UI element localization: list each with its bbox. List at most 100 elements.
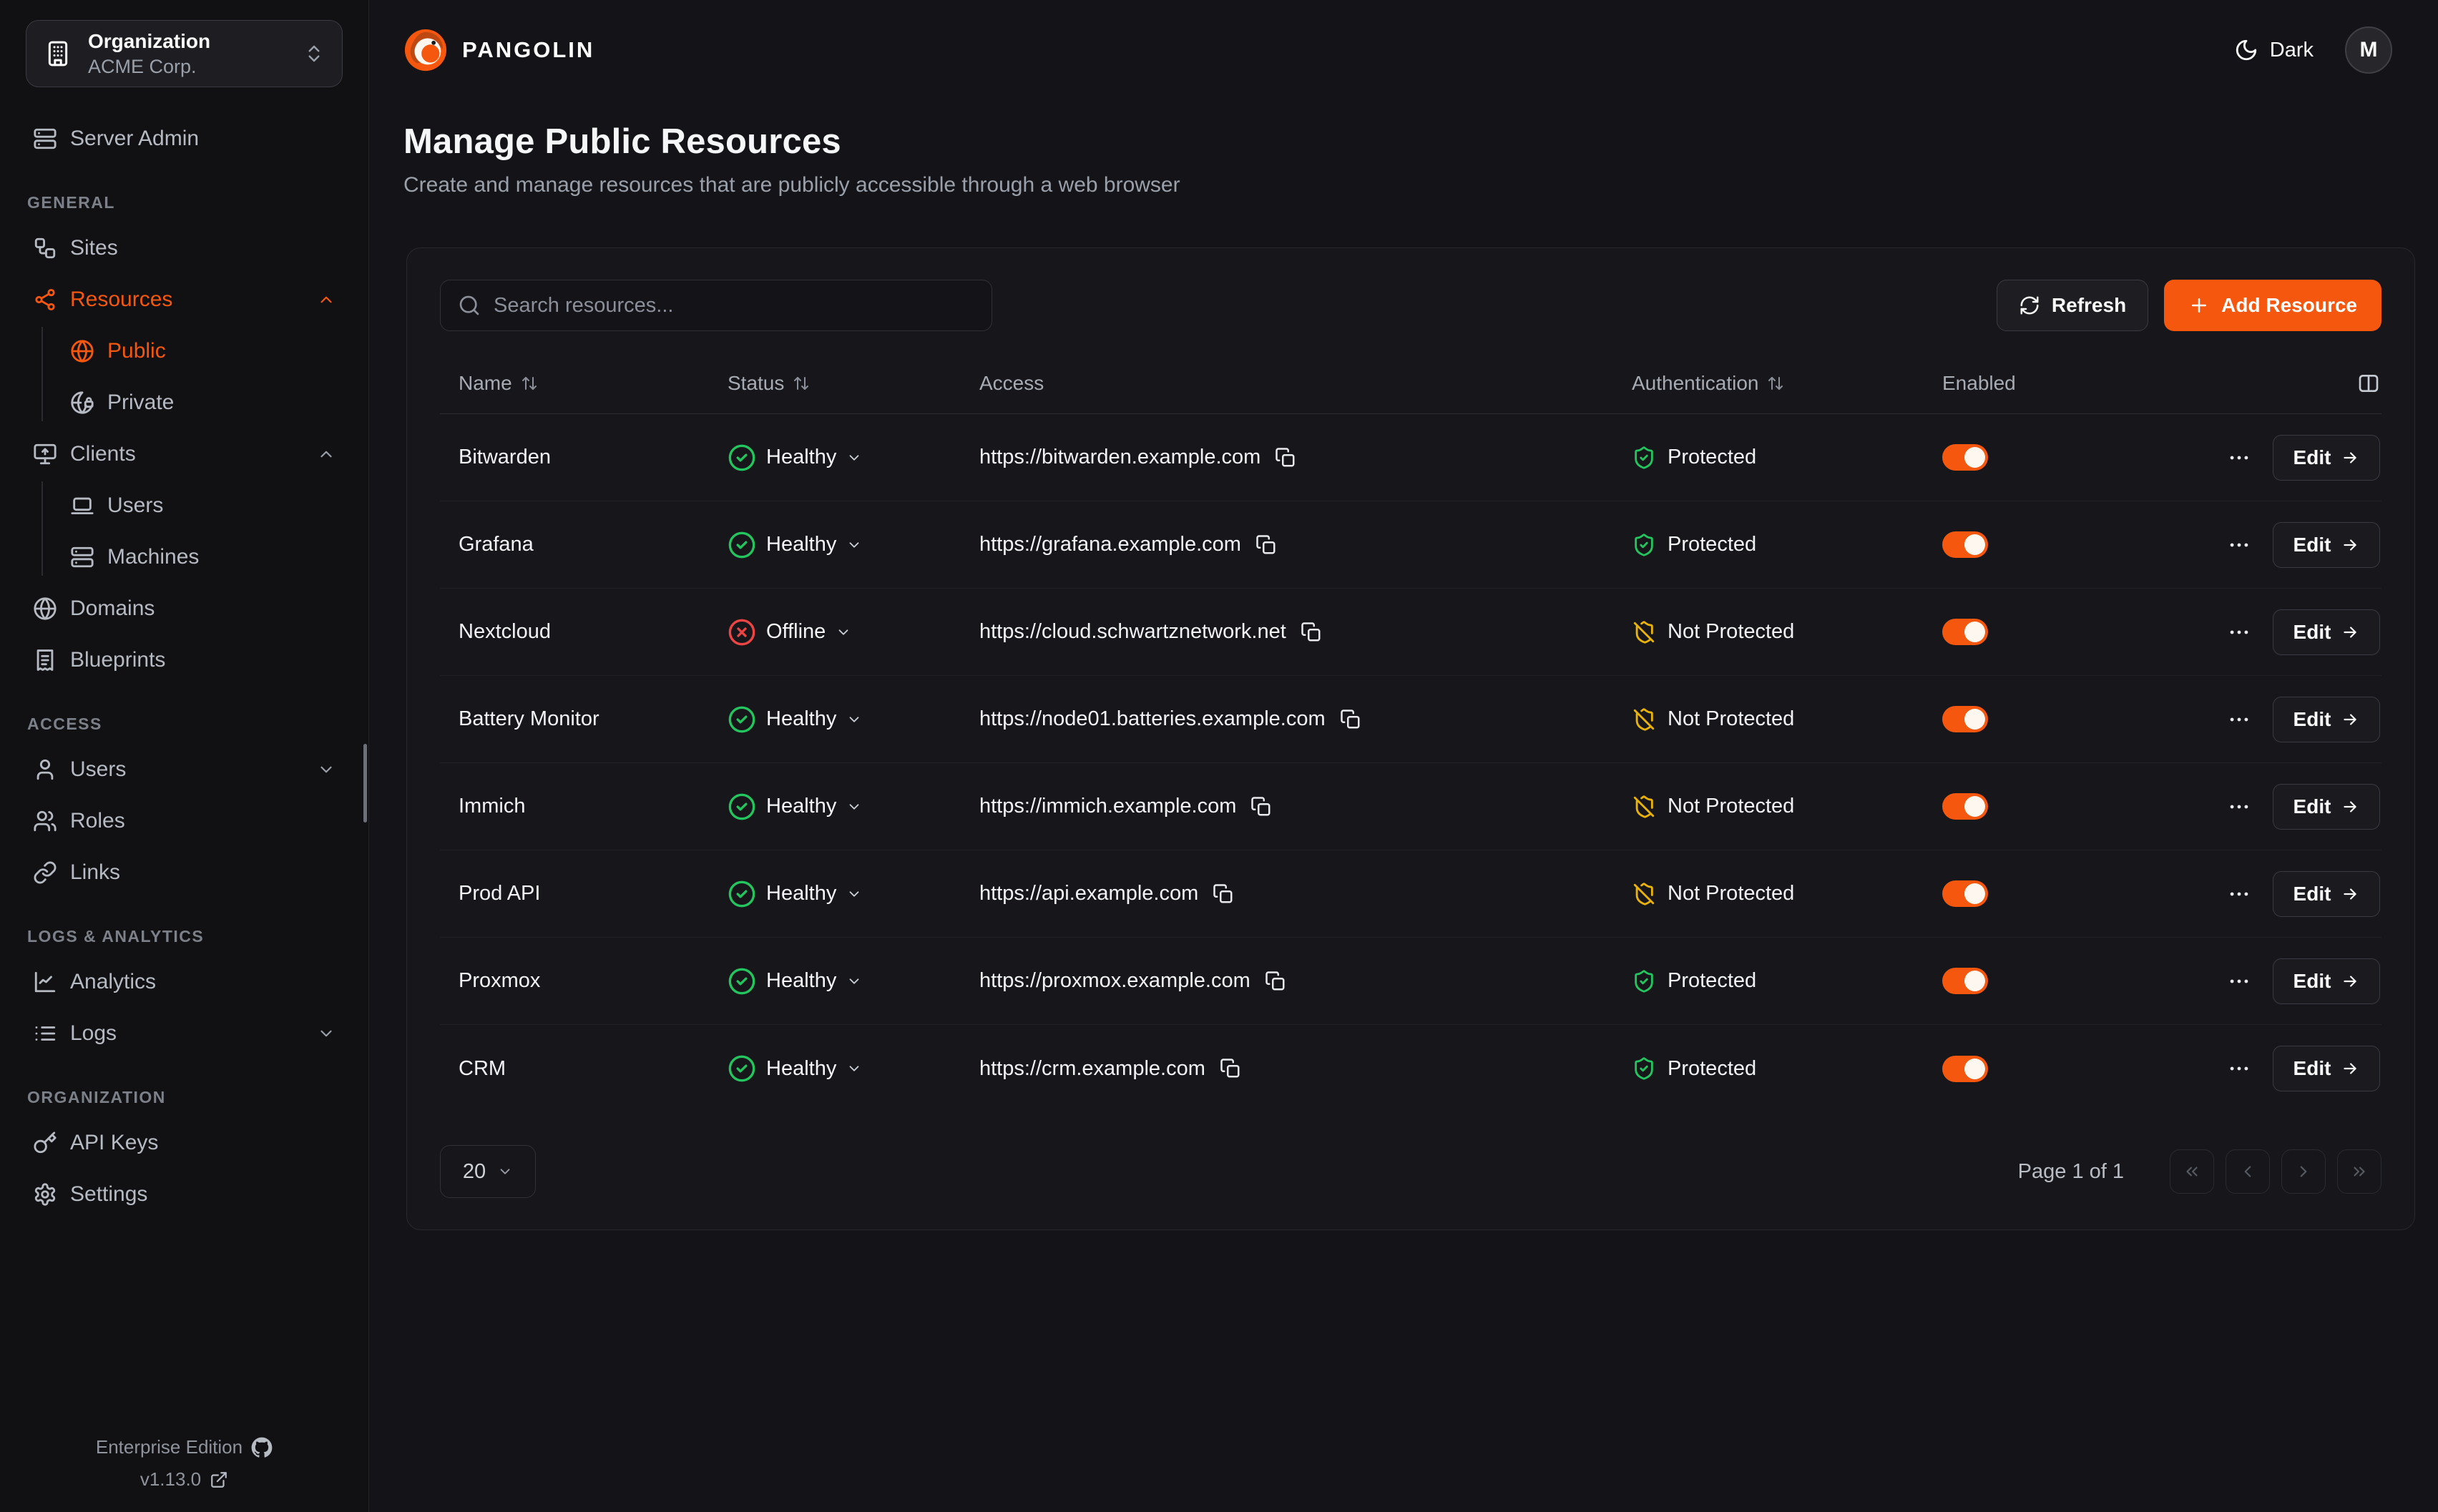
sidebar-item-label: Clients (70, 442, 136, 466)
edit-button[interactable]: Edit (2273, 521, 2380, 568)
copy-icon[interactable] (1220, 1058, 1241, 1079)
sidebar-scrollbar[interactable] (363, 744, 367, 823)
enabled-toggle[interactable] (1942, 531, 1988, 558)
enabled-toggle[interactable] (1942, 880, 1988, 907)
search-input[interactable] (494, 293, 974, 318)
sidebar-item-label: Users (70, 757, 127, 781)
enabled-toggle[interactable] (1942, 619, 1988, 645)
refresh-button[interactable]: Refresh (1996, 280, 2149, 331)
column-header-name[interactable]: Name (440, 372, 709, 395)
sidebar-item-blueprints[interactable]: Blueprints (26, 637, 343, 683)
ellipsis-icon[interactable] (2227, 1056, 2251, 1081)
status-cell[interactable]: Healthy (709, 1054, 961, 1083)
sort-icon[interactable] (1767, 375, 1784, 392)
authentication-label: Protected (1668, 533, 1757, 556)
edit-button[interactable]: Edit (2273, 958, 2380, 1004)
status-label: Healthy (766, 533, 837, 556)
add-resource-button[interactable]: Add Resource (2164, 280, 2381, 331)
sidebar-item-client-users[interactable]: Users (63, 483, 343, 529)
resource-name: Immich (459, 795, 526, 818)
copy-icon[interactable] (1265, 971, 1286, 992)
sidebar-item-analytics[interactable]: Analytics (26, 959, 343, 1005)
access-cell: https://api.example.com (961, 882, 1613, 905)
external-link-icon[interactable] (210, 1471, 228, 1489)
access-cell: https://cloud.schwartznetwork.net (961, 620, 1613, 644)
status-cell[interactable]: Healthy (709, 967, 961, 996)
pagination: 20 Page 1 of 1 (440, 1145, 2381, 1198)
sort-icon[interactable] (793, 375, 810, 392)
chevron-left-icon (2238, 1162, 2257, 1181)
enabled-toggle[interactable] (1942, 1055, 1988, 1082)
sidebar-item-public[interactable]: Public (63, 328, 343, 374)
edit-button[interactable]: Edit (2273, 870, 2380, 917)
avatar[interactable]: M (2345, 26, 2392, 74)
sidebar-item-links[interactable]: Links (26, 850, 343, 895)
ellipsis-icon[interactable] (2227, 446, 2251, 470)
status-cell[interactable]: Healthy (709, 792, 961, 821)
copy-icon[interactable] (1213, 883, 1234, 905)
column-header-status[interactable]: Status (709, 372, 961, 395)
sidebar-item-label: Links (70, 860, 121, 884)
enabled-toggle[interactable] (1942, 706, 1988, 732)
brand[interactable]: PANGOLIN (403, 28, 594, 72)
last-page-button[interactable] (2337, 1149, 2381, 1194)
ellipsis-icon[interactable] (2227, 707, 2251, 732)
copy-icon[interactable] (1250, 796, 1272, 818)
github-icon[interactable] (251, 1437, 273, 1458)
edit-label: Edit (2293, 795, 2331, 818)
sidebar-item-private[interactable]: Private (63, 380, 343, 426)
column-header-access: Access (979, 371, 1044, 394)
edit-button[interactable]: Edit (2273, 609, 2380, 655)
ellipsis-icon[interactable] (2227, 533, 2251, 557)
sidebar-item-machines[interactable]: Machines (63, 534, 343, 580)
enabled-toggle[interactable] (1942, 793, 1988, 820)
chevron-down-icon (846, 712, 862, 727)
sidebar-item-settings[interactable]: Settings (26, 1172, 343, 1217)
columns-icon[interactable] (2357, 372, 2380, 395)
ellipsis-icon[interactable] (2227, 969, 2251, 993)
sidebar-item-sites[interactable]: Sites (26, 225, 343, 271)
shield-check-icon (1632, 969, 1656, 993)
arrow-right-icon (2341, 1059, 2359, 1078)
ellipsis-icon[interactable] (2227, 882, 2251, 906)
column-header-authentication[interactable]: Authentication (1613, 372, 1924, 395)
sidebar-item-logs[interactable]: Logs (26, 1011, 343, 1056)
section-label-logs: LOGS & ANALYTICS (27, 927, 205, 946)
status-cell[interactable]: Healthy (709, 531, 961, 559)
sidebar-item-api-keys[interactable]: API Keys (26, 1120, 343, 1166)
sidebar-footer: Enterprise Edition v1.13.0 (26, 1426, 343, 1491)
sidebar-item-server-admin[interactable]: Server Admin (26, 116, 343, 162)
copy-icon[interactable] (1340, 709, 1361, 730)
sidebar-item-domains[interactable]: Domains (26, 586, 343, 632)
edit-label: Edit (2293, 1057, 2331, 1079)
copy-icon[interactable] (1255, 534, 1277, 556)
status-cell[interactable]: Healthy (709, 705, 961, 734)
sidebar-item-clients[interactable]: Clients (26, 431, 343, 477)
theme-toggle-button[interactable]: Dark (2234, 38, 2314, 62)
sidebar-item-resources[interactable]: Resources (26, 277, 343, 323)
edit-button[interactable]: Edit (2273, 696, 2380, 742)
section-label-organization: ORGANIZATION (27, 1088, 166, 1106)
first-page-button[interactable] (2170, 1149, 2214, 1194)
enabled-toggle[interactable] (1942, 444, 1988, 471)
enabled-toggle[interactable] (1942, 968, 1988, 994)
sidebar-item-roles[interactable]: Roles (26, 798, 343, 844)
ellipsis-icon[interactable] (2227, 620, 2251, 644)
status-cell[interactable]: Healthy (709, 443, 961, 472)
org-selector[interactable]: Organization ACME Corp. (26, 20, 343, 87)
edit-button[interactable]: Edit (2273, 783, 2380, 830)
edit-button[interactable]: Edit (2273, 1046, 2380, 1091)
ellipsis-icon[interactable] (2227, 795, 2251, 819)
chevron-down-icon (497, 1164, 513, 1179)
status-cell[interactable]: Offline (709, 618, 961, 647)
copy-icon[interactable] (1275, 447, 1296, 468)
status-cell[interactable]: Healthy (709, 880, 961, 908)
shield-check-icon (1632, 533, 1656, 557)
page-size-select[interactable]: 20 (440, 1145, 536, 1198)
sort-icon[interactable] (521, 375, 538, 392)
next-page-button[interactable] (2281, 1149, 2326, 1194)
prev-page-button[interactable] (2226, 1149, 2270, 1194)
copy-icon[interactable] (1301, 622, 1322, 643)
sidebar-item-users[interactable]: Users (26, 747, 343, 792)
edit-button[interactable]: Edit (2273, 434, 2380, 481)
